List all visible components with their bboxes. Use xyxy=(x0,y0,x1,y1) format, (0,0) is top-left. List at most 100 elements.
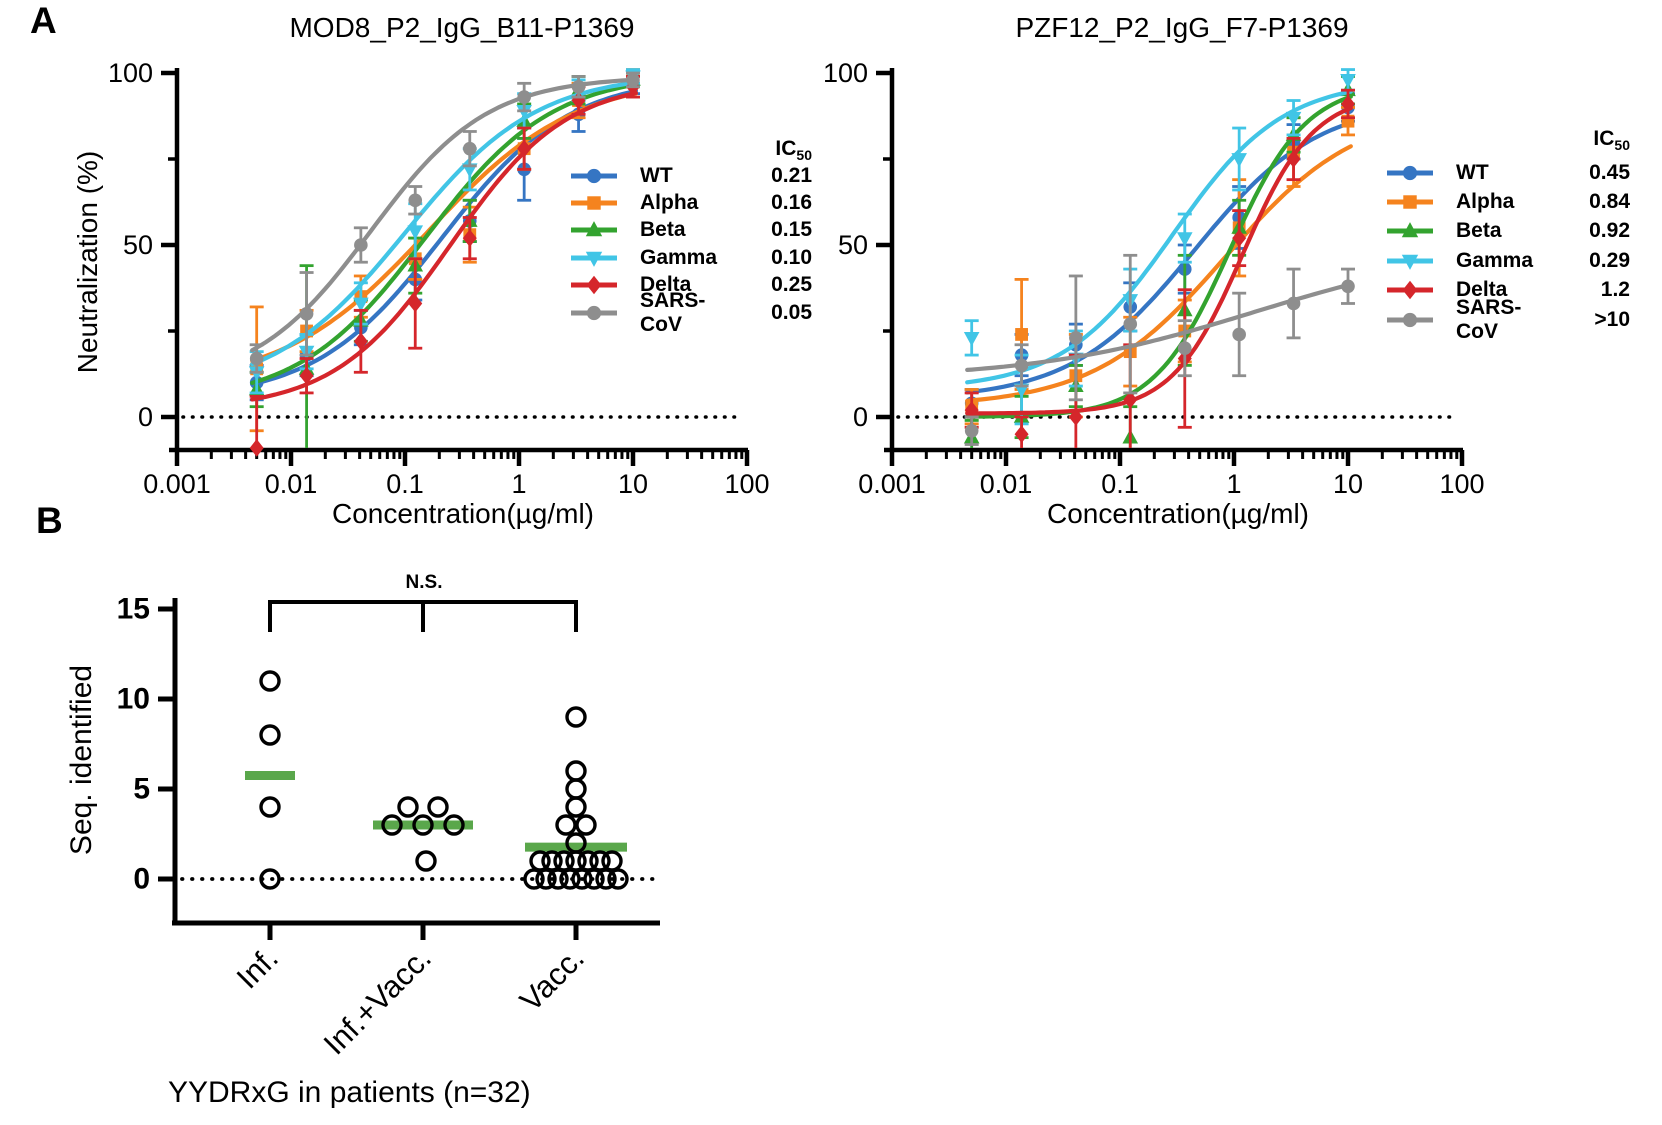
y-tick-label: 0 xyxy=(853,402,868,432)
data-point-circle xyxy=(299,307,314,321)
inf-points xyxy=(259,670,281,890)
x-tick-label: 10 xyxy=(618,469,648,499)
data-point-circle xyxy=(443,814,465,836)
x-tick-label: 0.001 xyxy=(143,469,211,499)
beta-fit-curve xyxy=(250,82,638,385)
data-point-circle xyxy=(249,351,264,366)
data-point-circle xyxy=(565,796,587,818)
beta-fit-curve xyxy=(965,94,1353,419)
axes xyxy=(876,68,1465,466)
alpha-marker-icon xyxy=(1387,195,1433,209)
x-tick-label: 100 xyxy=(1439,469,1484,499)
data-point-circle xyxy=(1402,165,1418,180)
wt-legend-item: WT 0.21 xyxy=(560,162,812,189)
data-point-circle xyxy=(586,305,602,320)
y-tick-label: 10 xyxy=(117,683,150,716)
data-point-triangle-down xyxy=(353,297,369,312)
data-point-circle xyxy=(1177,341,1192,356)
gamma-marker-icon xyxy=(571,251,617,267)
y-tick-label: 5 xyxy=(133,773,150,806)
delta-legend-item: Delta 0.25 xyxy=(560,272,812,299)
sars-cov-fit-curve xyxy=(965,282,1353,372)
beta-legend-label: Beta xyxy=(640,218,686,242)
x-tick-label: 0.1 xyxy=(386,469,424,499)
data-point-circle xyxy=(412,814,434,836)
y-tick-label: 15 xyxy=(117,593,150,626)
beta-ic50-value: 0.15 xyxy=(771,218,812,242)
inf-vacc-mean-bar xyxy=(373,820,473,830)
data-point-circle xyxy=(354,238,368,252)
alpha-fit-curve xyxy=(965,144,1353,403)
axes xyxy=(158,598,660,940)
data-point-triangle-down xyxy=(1340,73,1356,89)
data-point-diamond xyxy=(1341,95,1355,113)
data-point-triangle-down xyxy=(1176,232,1193,247)
data-point-circle xyxy=(1014,358,1029,373)
data-point-circle xyxy=(1286,296,1301,311)
data-point-circle xyxy=(259,796,281,818)
data-point-circle xyxy=(607,868,629,890)
alpha-legend-item: Alpha 0.16 xyxy=(560,189,812,216)
y-tick-label: 100 xyxy=(108,58,153,88)
data-point-circle xyxy=(565,760,587,782)
data-point-circle xyxy=(517,90,531,104)
beta-legend-item: Beta 0.92 xyxy=(1376,217,1630,246)
inf-category-label: Inf. xyxy=(230,940,285,995)
data-point-circle xyxy=(1069,331,1083,345)
data-point-diamond xyxy=(1232,229,1247,247)
data-point-circle xyxy=(1232,327,1246,342)
data-point-diamond xyxy=(517,139,532,158)
delta-fit-curve xyxy=(250,90,638,402)
chart2-title: PZF12_P2_IgG_F7-P1369 xyxy=(1015,12,1349,43)
data-point-circle xyxy=(397,796,419,818)
gamma-legend-label: Gamma xyxy=(640,245,718,269)
gamma-ic50-value: 0.29 xyxy=(1589,248,1630,272)
alpha-legend-item: Alpha 0.84 xyxy=(1376,187,1630,216)
delta-legend-item: Delta 1.2 xyxy=(1376,276,1630,305)
data-point-triangle-up xyxy=(585,221,603,237)
y-tick-label: 50 xyxy=(838,230,868,260)
chart1-title: MOD8_P2_IgG_B11-P1369 xyxy=(289,12,635,43)
panel-b-label: B xyxy=(36,500,63,541)
alpha-ic50-value: 0.16 xyxy=(771,191,812,215)
delta-ic50-value: 0.25 xyxy=(771,273,812,297)
beta-ic50-value: 0.92 xyxy=(1589,219,1630,243)
beta-legend-label: Beta xyxy=(1456,219,1502,243)
data-point-circle xyxy=(547,868,569,890)
data-point-circle xyxy=(964,423,979,438)
data-point-square xyxy=(1403,195,1417,209)
wt-fit-curve xyxy=(965,120,1353,395)
vacc-points xyxy=(523,706,629,890)
chart1-legend: IC50 WT 0.21 Alpha 0.16 Beta 0.15 Gamma 0.10 Del… xyxy=(560,136,812,336)
chart2-legend: IC50 WT 0.45 Alpha 0.84 Beta 0.92 Gamma 0.29 Del… xyxy=(1376,126,1630,343)
significance-bracket xyxy=(268,600,578,632)
data-point-circle xyxy=(595,868,617,890)
alpha-marker-icon xyxy=(571,196,617,210)
panel-a-label: A xyxy=(30,0,57,41)
data-point-triangle-down xyxy=(963,331,980,347)
data-point-triangle-down xyxy=(407,225,424,240)
sars-cov-ic50-value: 0.05 xyxy=(771,300,812,324)
chart3-y-axis-label: Seq. identified xyxy=(65,664,98,856)
x-tick-label: 10 xyxy=(1333,469,1363,499)
delta-legend-label: Delta xyxy=(640,273,692,297)
gamma-fit-curve xyxy=(965,89,1353,385)
axes xyxy=(161,68,750,466)
sars-cov-legend-item: SARS-CoV 0.05 xyxy=(560,289,812,336)
sars-cov-legend-label: SARS-CoV xyxy=(1456,295,1522,343)
data-point-circle xyxy=(586,168,602,183)
data-point-triangle-down xyxy=(585,251,603,267)
gamma-legend-label: Gamma xyxy=(1456,248,1534,272)
data-point-square xyxy=(587,196,601,210)
sars-cov-marker-icon xyxy=(1387,312,1433,327)
gamma-ic50-value: 0.10 xyxy=(771,245,812,269)
delta-marker-icon xyxy=(1387,281,1433,300)
data-point-circle xyxy=(535,868,557,890)
data-point-square xyxy=(1015,328,1028,341)
wt-legend-label: WT xyxy=(1456,160,1489,184)
data-point-circle xyxy=(583,868,605,890)
data-point-circle xyxy=(565,778,587,800)
data-point-circle xyxy=(565,706,587,728)
